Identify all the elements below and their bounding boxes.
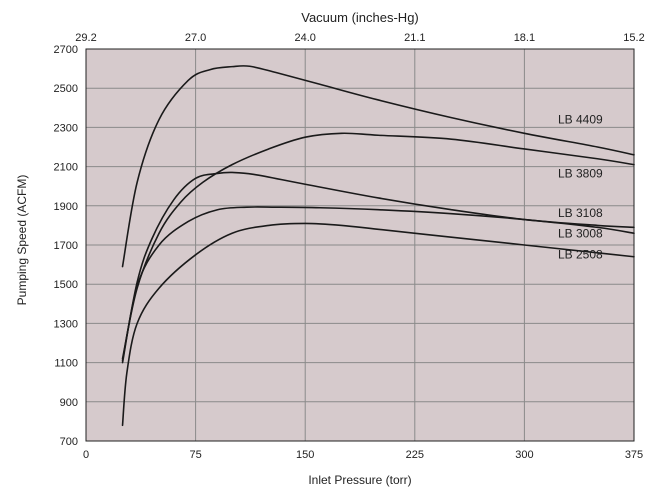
y-tick-label: 1100 <box>54 358 78 370</box>
y-tick-label: 2300 <box>54 122 78 134</box>
top-axis-title: Vacuum (inches-Hg) <box>301 10 419 25</box>
series-line-lb-2508 <box>121 222 635 427</box>
series-label: LB 3809 <box>558 166 603 180</box>
y-tick-label: 1700 <box>54 240 78 252</box>
x-axis-title: Inlet Pressure (torr) <box>308 473 411 487</box>
x-tick-label: 225 <box>406 449 424 461</box>
y-tick-label: 2700 <box>54 44 78 56</box>
series-line-lb-3809 <box>121 132 635 360</box>
series-line-lb-4409 <box>121 64 635 268</box>
series-lines <box>121 64 635 427</box>
y-tick-label: 1500 <box>54 279 78 291</box>
series-labels: LB 4409 LB 3809 LB 3108 LB 3008 LB 2508 <box>558 112 603 261</box>
x-tick-label: 0 <box>83 449 89 461</box>
series-label: LB 4409 <box>558 112 603 126</box>
series-label: LB 3108 <box>558 206 603 220</box>
x-tick-label: 75 <box>189 449 201 461</box>
top-axis-ticks: 29.2 27.0 24.0 21.1 18.1 15.2 <box>75 32 644 44</box>
grid <box>86 49 634 441</box>
y-tick-label: 2100 <box>54 162 78 174</box>
series-label: LB 2508 <box>558 248 603 262</box>
x-tick-label: 150 <box>296 449 314 461</box>
top-tick-label: 15.2 <box>623 32 644 44</box>
y-tick-label: 700 <box>60 436 78 448</box>
series-line-lb-3008 <box>121 206 635 364</box>
y-tick-label: 1900 <box>54 201 78 213</box>
x-axis-ticks: 0 75 150 225 300 375 <box>83 449 643 461</box>
y-axis-ticks: 700 900 1100 1300 1500 1700 1900 2100 2300 2500 27… <box>54 44 78 448</box>
top-tick-label: 27.0 <box>185 32 206 44</box>
y-tick-label: 2500 <box>54 83 78 95</box>
plot-frame <box>85 48 635 442</box>
x-tick-label: 375 <box>625 449 643 461</box>
top-tick-label: 21.1 <box>404 32 425 44</box>
x-tick-label: 300 <box>515 449 533 461</box>
top-tick-label: 29.2 <box>75 32 96 44</box>
y-tick-label: 900 <box>60 397 78 409</box>
top-tick-label: 24.0 <box>294 32 315 44</box>
top-tick-label: 18.1 <box>514 32 535 44</box>
y-tick-label: 1300 <box>54 318 78 330</box>
series-label: LB 3008 <box>558 227 603 241</box>
y-axis-title: Pumping Speed (ACFM) <box>15 175 29 306</box>
